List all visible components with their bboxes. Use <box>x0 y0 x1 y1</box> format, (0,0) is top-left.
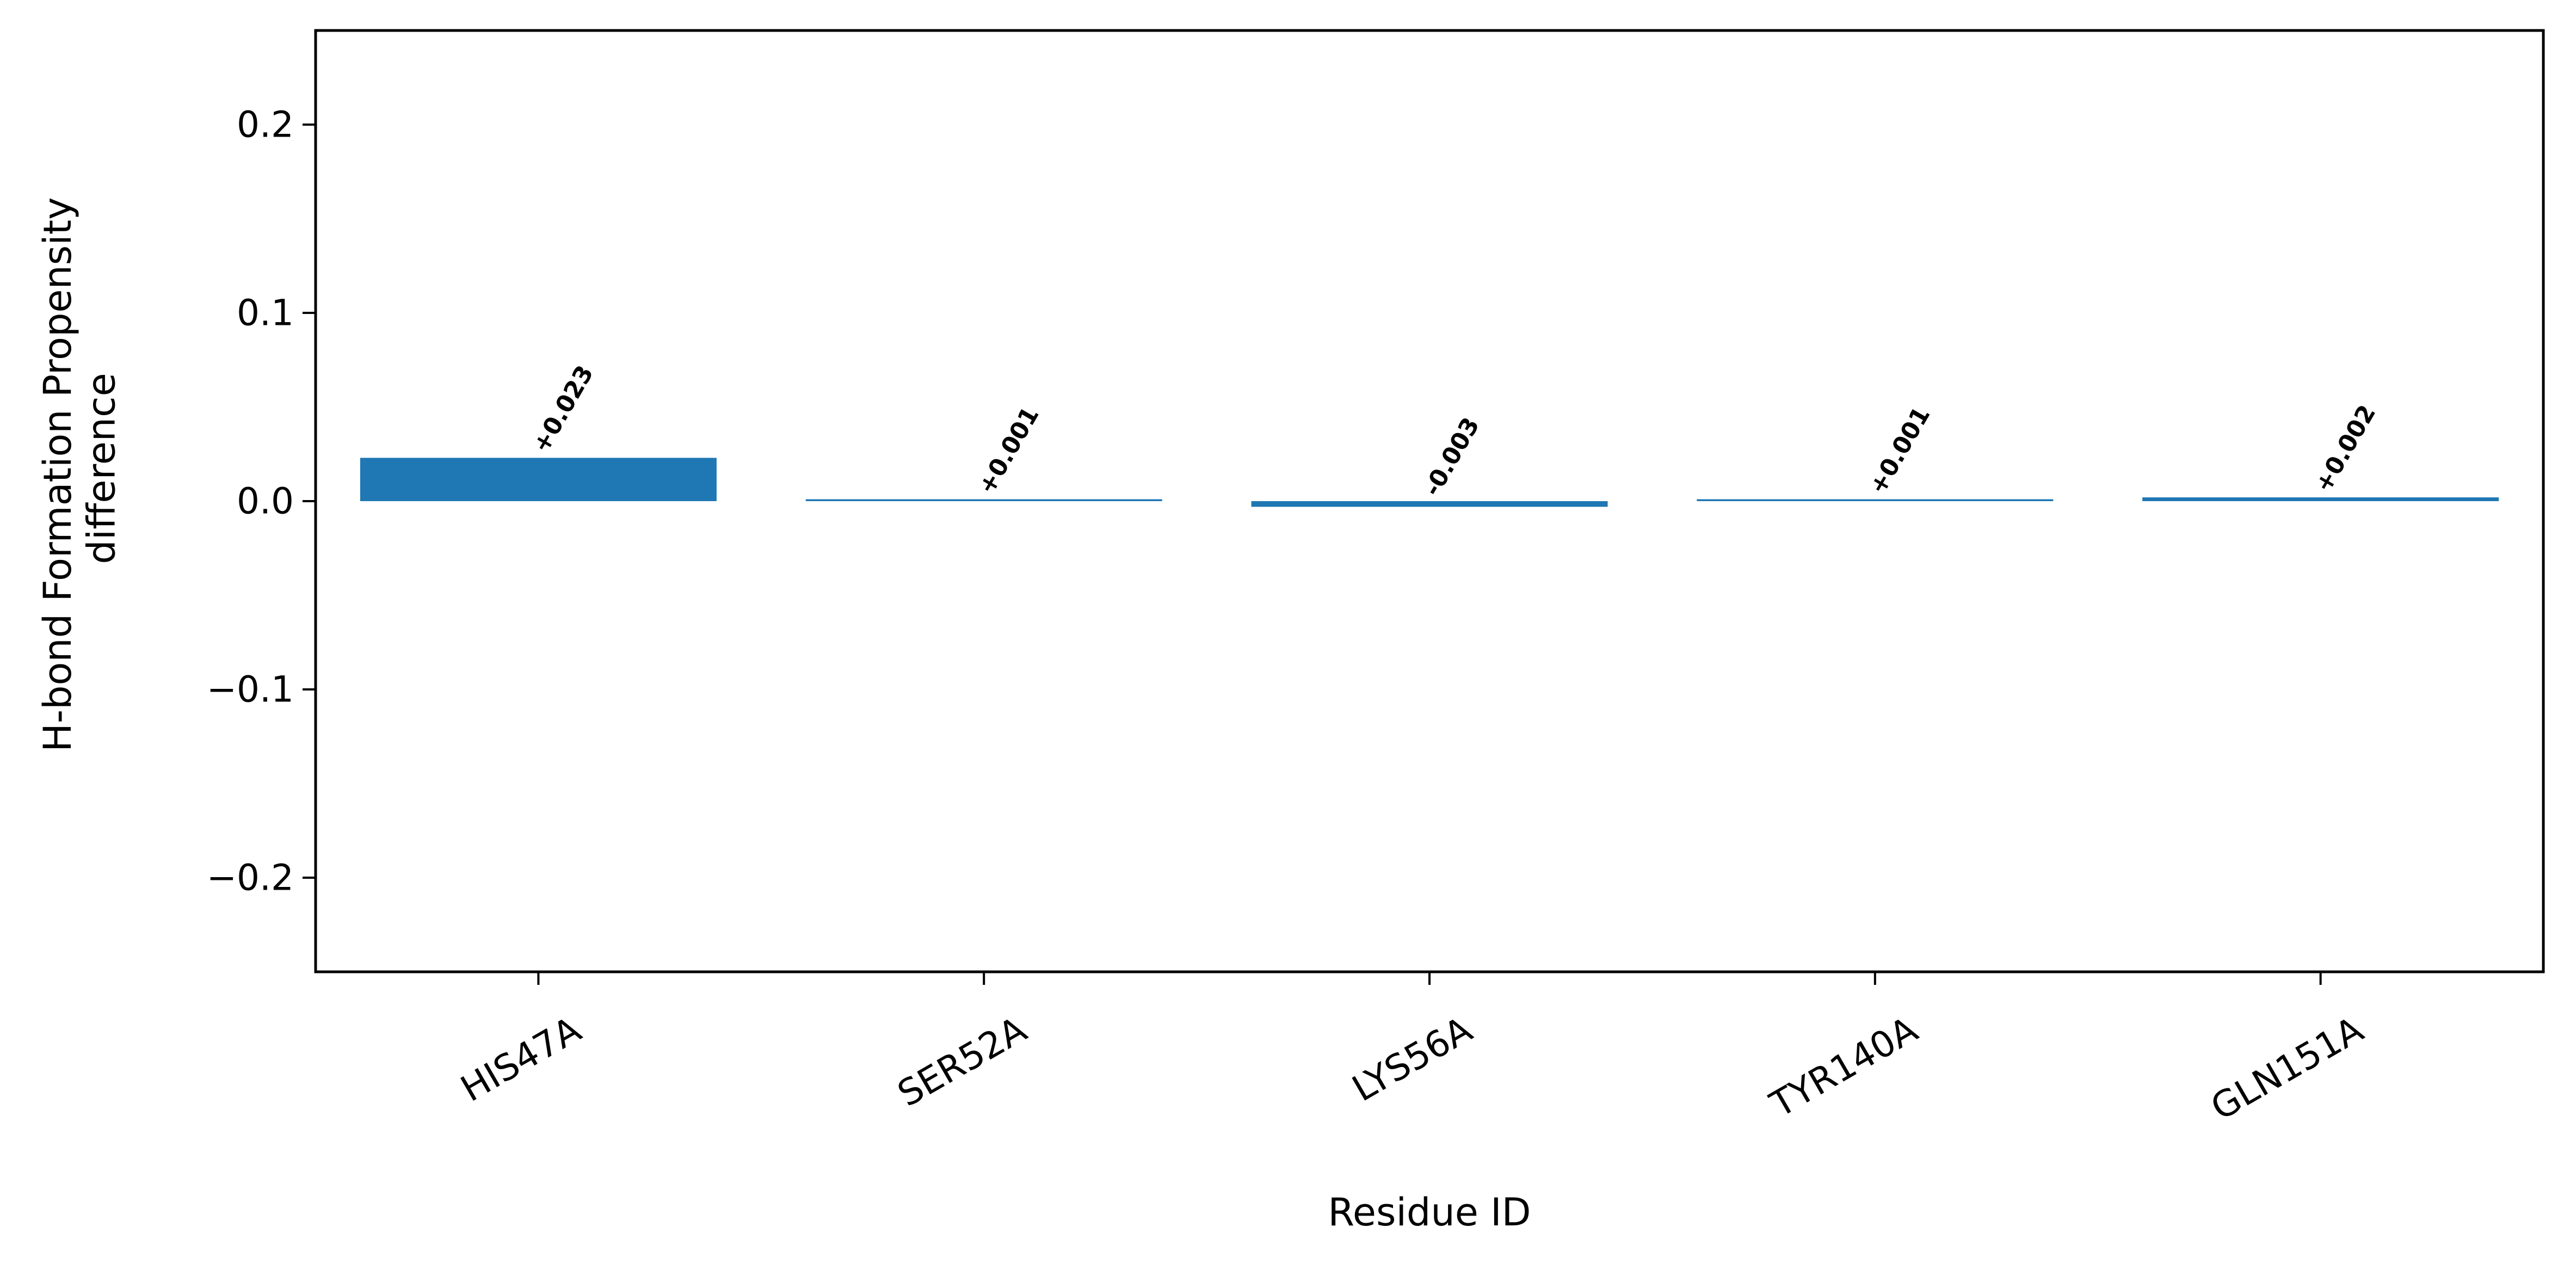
y-tick-label: 0.1 <box>237 292 294 334</box>
bars-layer <box>360 458 2499 507</box>
y-axis-label: H-bond Formation Propensity difference <box>35 185 124 752</box>
y-tick-label: −0.2 <box>207 857 294 899</box>
y-tick-label: 0.0 <box>237 480 294 522</box>
y-axis-label-line-1: H-bond Formation Propensity <box>35 197 80 751</box>
y-tick-label: −0.1 <box>207 669 294 711</box>
bar-his47a <box>360 458 717 501</box>
y-axis-label-line-2: difference <box>79 373 124 564</box>
y-axis-ticks: −0.2 −0.1 0.0 0.1 0.2 <box>207 104 316 899</box>
plot-area-frame <box>314 29 2545 973</box>
bar-ser52a <box>805 499 1162 501</box>
y-tick-label: 0.2 <box>237 104 294 146</box>
x-axis-label: Residue ID <box>1328 1190 1531 1235</box>
bar-gln151a <box>2142 497 2499 501</box>
bar-lys56a <box>1251 501 1608 507</box>
bar-tyr140a <box>1697 499 2054 501</box>
